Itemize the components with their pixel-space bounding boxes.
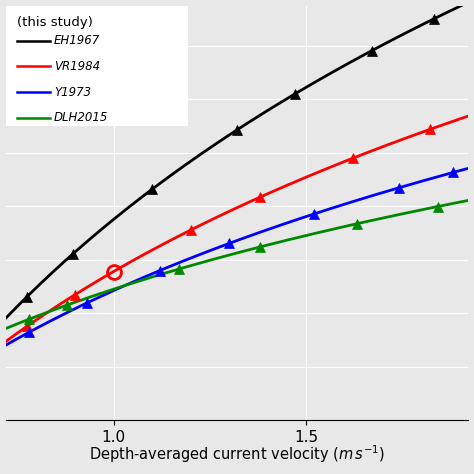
Text: (this study): (this study) <box>17 16 93 29</box>
Text: EH1967: EH1967 <box>54 34 100 47</box>
FancyBboxPatch shape <box>3 6 188 126</box>
Text: Depth-averaged current velocity ($m\,s^{-1}$): Depth-averaged current velocity ($m\,s^{… <box>89 443 385 465</box>
Text: VR1984: VR1984 <box>54 60 100 73</box>
Text: DLH2015: DLH2015 <box>54 111 109 124</box>
Text: Y1973: Y1973 <box>54 86 91 99</box>
